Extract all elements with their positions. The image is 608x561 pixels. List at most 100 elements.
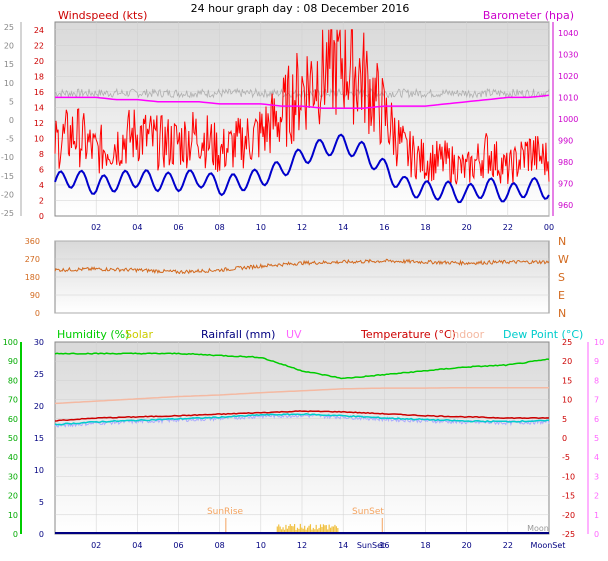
direction-series	[54, 258, 550, 275]
wind-x-tick-04: 04	[132, 223, 142, 232]
uv-tick-10: 10	[594, 338, 604, 347]
sunset-label: SunSet	[352, 507, 384, 517]
rainfall-ticks: 30 25 20 15 10 5 0	[34, 338, 44, 539]
uv-tick-6: 6	[594, 415, 599, 424]
outer-tick--15: -15	[1, 172, 14, 181]
rain-tick-0: 0	[39, 530, 44, 539]
wind-x-tick-02: 02	[91, 223, 101, 232]
direction-degree-ticks: 360 270 180 90 0	[25, 237, 549, 318]
windspeed-tick-10: 10	[34, 134, 44, 143]
baro-tick-960: 960	[558, 201, 573, 210]
humidity-label: Humidity (%)	[57, 328, 129, 341]
wind-x-tick-16: 16	[379, 223, 389, 232]
rain-tick-30: 30	[34, 338, 44, 347]
wind-series	[54, 29, 550, 204]
outer-wind-ticks: 25 20 15 10 5 0 -5 -10 -15 -20 -25	[1, 22, 22, 218]
dir-tick-90: 90	[30, 291, 40, 300]
dir-tick-270: 270	[25, 255, 40, 264]
compass-E-3: E	[558, 289, 565, 302]
windspeed-tick-8: 8	[39, 150, 44, 159]
humidity-line	[54, 352, 550, 380]
wind-x-ticks: 02 04 06 08 10 12 14 16 18 20 22 00	[91, 223, 554, 232]
windspeed-tick-22: 22	[34, 41, 44, 50]
baro-tick-980: 980	[558, 158, 573, 167]
wind-x-tick-14: 14	[338, 223, 348, 232]
compass-S-2: S	[558, 271, 565, 284]
hum-tick-0: 0	[13, 530, 18, 539]
windspeed-tick-2: 2	[39, 196, 44, 205]
x-tick-moonset: MoonSet	[531, 541, 566, 550]
windspeed-line	[54, 29, 550, 185]
climate-series	[54, 352, 550, 534]
dir-tick-0: 0	[35, 309, 40, 318]
uv-tick-4: 4	[594, 453, 599, 462]
hum-tick-40: 40	[8, 453, 18, 462]
wind-x-tick-20: 20	[462, 223, 472, 232]
temp-tick-20: 20	[562, 357, 572, 366]
climate-x-tick-12: 12	[297, 541, 307, 550]
baro-tick-970: 970	[558, 180, 573, 189]
temp-tick--25: -25	[562, 530, 575, 539]
compass-N-0: N	[558, 235, 566, 248]
uv-tick-8: 8	[594, 376, 599, 385]
chart-title: 24 hour graph day : 08 December 2016	[191, 2, 410, 15]
baro-tick-1000: 1000	[558, 115, 578, 124]
dewpoint-label: Dew Point (°C)	[503, 328, 583, 341]
indoor-line	[54, 386, 549, 405]
dir-tick-360: 360	[25, 237, 40, 246]
barometer-ticks: 1040 1030 1020 1010 1000 990 980 970 960	[552, 22, 578, 216]
hum-tick-30: 30	[8, 472, 18, 481]
outer-tick-25: 25	[4, 23, 14, 32]
windspeed-tick-16: 16	[34, 88, 44, 97]
compass-N-4: N	[558, 307, 566, 320]
hum-tick-20: 20	[8, 492, 18, 501]
temp-tick-10: 10	[562, 396, 572, 405]
rain-tick-10: 10	[34, 466, 44, 475]
outer-tick-10: 10	[4, 79, 14, 88]
temp-tick--15: -15	[562, 492, 575, 501]
outer-tick--20: -20	[1, 190, 14, 199]
temperature-ticks: 25 20 15 10 5 0 -5 -10 -15 -20 -25	[562, 338, 575, 539]
windspeed-tick-14: 14	[34, 103, 44, 112]
outer-tick-20: 20	[4, 42, 14, 51]
climate-x-tick-04: 04	[132, 541, 142, 550]
rain-tick-15: 15	[34, 434, 44, 443]
baro-tick-1030: 1030	[558, 50, 578, 59]
wind-x-tick-10: 10	[256, 223, 266, 232]
baro-tick-1010: 1010	[558, 93, 578, 102]
temp-tick--5: -5	[562, 453, 570, 462]
rain-tick-5: 5	[39, 498, 44, 507]
wind-x-tick-06: 06	[173, 223, 183, 232]
dewpoint-line	[54, 413, 549, 426]
windspeed-tick-20: 20	[34, 57, 44, 66]
temp-tick-5: 5	[562, 415, 567, 424]
x-tick-sunset: SunSet	[357, 541, 385, 550]
uv-tick-5: 5	[594, 434, 599, 443]
temp-tick-25: 25	[562, 338, 572, 347]
climate-x-tick-18: 18	[420, 541, 430, 550]
dir-tick-180: 180	[25, 273, 40, 282]
climate-grid	[55, 342, 549, 534]
baro-tick-990: 990	[558, 137, 573, 146]
rain-tick-20: 20	[34, 402, 44, 411]
baro-tick-1040: 1040	[558, 29, 578, 38]
hum-tick-100: 100	[3, 338, 18, 347]
hum-tick-60: 60	[8, 415, 18, 424]
outer-tick--5: -5	[6, 135, 14, 144]
temp-tick--10: -10	[562, 472, 575, 481]
temp-tick-0: 0	[562, 434, 567, 443]
wind-x-tick-00: 00	[544, 223, 554, 232]
indoor-label: Indoor	[449, 328, 485, 341]
climate-x-tick-16: 16	[379, 541, 389, 550]
temperature-label: Temperature (°C)	[360, 328, 456, 341]
temp-tick--20: -20	[562, 511, 575, 520]
wind-direction-line	[54, 258, 550, 275]
hum-tick-50: 50	[8, 434, 18, 443]
climate-x-tick-22: 22	[503, 541, 513, 550]
